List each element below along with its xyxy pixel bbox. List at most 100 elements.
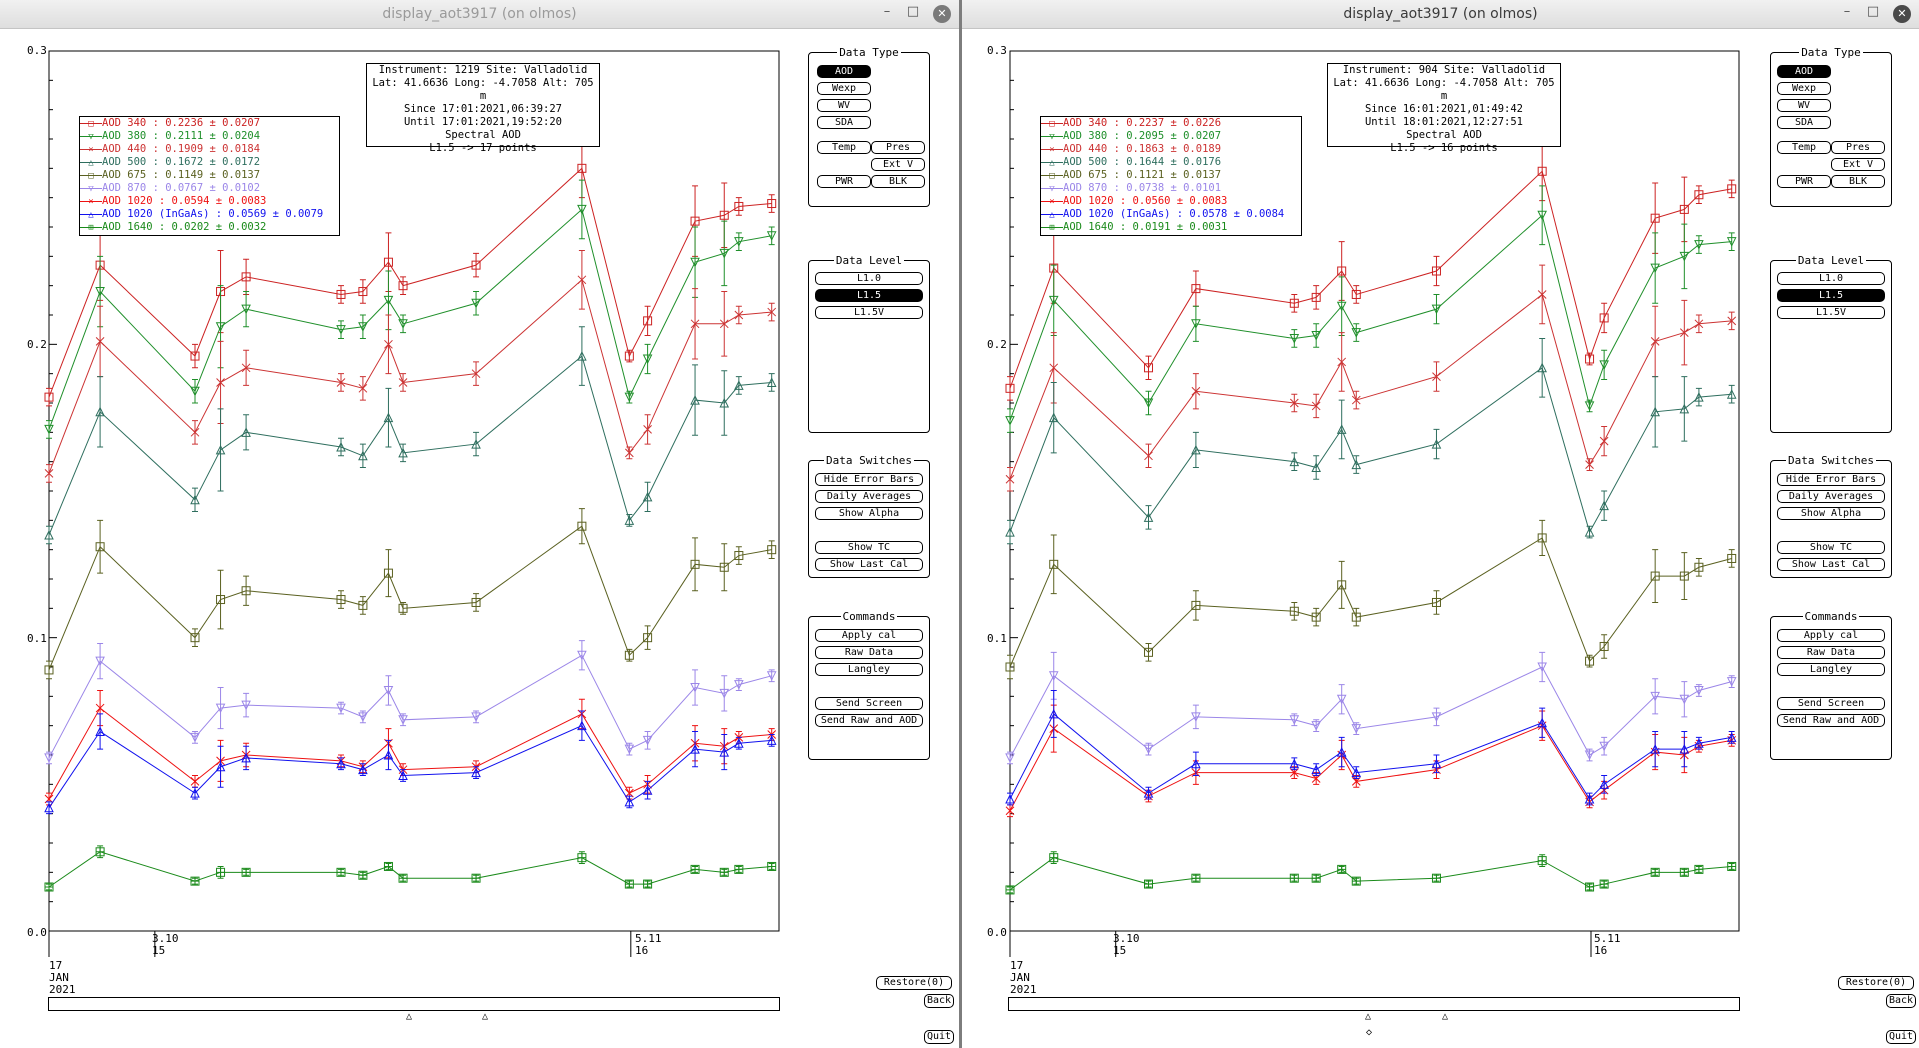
error-bar <box>1291 293 1298 313</box>
data-point <box>719 688 730 699</box>
timeline-marker[interactable]: △ <box>1365 1011 1372 1022</box>
timeline-marker[interactable]: △ <box>482 1011 489 1022</box>
error-bar <box>1433 255 1440 287</box>
data-point <box>1005 474 1015 484</box>
data-point <box>1005 793 1015 804</box>
ext-v-button[interactable]: Ext V <box>1831 158 1885 171</box>
maximize-button[interactable]: □ <box>906 4 920 19</box>
maximize-button[interactable]: □ <box>1866 4 1880 19</box>
send-raw-and-aod-button[interactable]: Send Raw and AOD <box>1777 714 1885 727</box>
apply-cal-button[interactable]: Apply cal <box>1777 629 1885 642</box>
level-l10-button[interactable]: L1.0 <box>1777 272 1885 285</box>
level-l15-button[interactable]: L1.5 <box>1777 289 1885 302</box>
send-screen-button[interactable]: Send Screen <box>1777 697 1885 710</box>
pres-button[interactable]: Pres <box>871 141 925 154</box>
blk-button[interactable]: BLK <box>871 175 925 188</box>
series-line <box>48 725 772 809</box>
temp-button[interactable]: Temp <box>1777 141 1831 154</box>
send-screen-button[interactable]: Send Screen <box>815 697 923 710</box>
error-bar <box>1601 490 1608 521</box>
aod-button[interactable]: AOD <box>1777 65 1831 78</box>
close-button[interactable]: ✕ <box>933 5 951 23</box>
quit-button[interactable]: Quit <box>924 1030 954 1044</box>
hide-error-bars-button[interactable]: Hide Error Bars <box>815 473 923 486</box>
daily-averages-button[interactable]: Daily Averages <box>1777 490 1885 503</box>
error-bar <box>359 279 366 304</box>
error-bar <box>1695 235 1702 254</box>
pres-button[interactable]: Pres <box>1831 141 1885 154</box>
send-raw-and-aod-button[interactable]: Send Raw and AOD <box>815 714 923 727</box>
raw-data-button[interactable]: Raw Data <box>815 646 923 659</box>
data-point <box>624 650 634 660</box>
current-position-marker[interactable]: ◇ <box>1366 1027 1373 1038</box>
hide-error-bars-button[interactable]: Hide Error Bars <box>1777 473 1885 486</box>
show-tc-button[interactable]: Show TC <box>815 541 923 554</box>
restore-button[interactable]: Restore(0) <box>876 976 952 990</box>
temp-button[interactable]: Temp <box>817 141 871 154</box>
data-point <box>471 873 481 883</box>
data-point <box>398 715 408 725</box>
back-button[interactable]: Back <box>1886 994 1916 1008</box>
show-last-cal-button[interactable]: Show Last Cal <box>815 558 923 571</box>
error-bar <box>97 713 104 750</box>
error-bar <box>1601 634 1608 659</box>
aod-button[interactable]: AOD <box>817 65 871 78</box>
show-tc-button[interactable]: Show TC <box>1777 541 1885 554</box>
legend-marker-glyph: □ <box>88 171 94 181</box>
wexp-button[interactable]: Wexp <box>817 82 871 95</box>
title-bar[interactable]: display_aot3917 (on olmos) – □ ✕ <box>962 0 1919 29</box>
data-point <box>383 295 394 306</box>
close-button[interactable]: ✕ <box>1893 5 1911 23</box>
error-bar <box>338 285 344 304</box>
legend-marker-icon: ▽ <box>80 182 102 196</box>
data-point-cross <box>577 853 586 862</box>
error-bar <box>217 745 224 788</box>
daily-averages-button[interactable]: Daily Averages <box>815 490 923 503</box>
time-navigator[interactable] <box>1008 997 1740 1011</box>
pwr-button[interactable]: PWR <box>817 175 871 188</box>
data-point <box>624 392 635 403</box>
wv-button[interactable]: WV <box>1777 99 1831 112</box>
ext-v-button[interactable]: Ext V <box>871 158 925 171</box>
timeline-marker[interactable]: △ <box>1442 1011 1449 1022</box>
error-bar <box>721 220 728 287</box>
show-alpha-button[interactable]: Show Alpha <box>815 507 923 520</box>
data-point <box>719 210 729 220</box>
back-button[interactable]: Back <box>924 994 954 1008</box>
data-point-cross <box>1727 862 1736 871</box>
show-last-cal-button[interactable]: Show Last Cal <box>1777 558 1885 571</box>
title-bar[interactable]: display_aot3917 (on olmos) – □ ✕ <box>0 0 959 29</box>
minimize-button[interactable]: – <box>883 4 891 19</box>
quit-button[interactable]: Quit <box>1886 1030 1916 1044</box>
legend-marker-glyph: ▽ <box>88 132 94 142</box>
langley-button[interactable]: Langley <box>1777 663 1885 676</box>
data-point <box>95 406 105 417</box>
error-bar <box>217 687 224 730</box>
sda-button[interactable]: SDA <box>817 116 871 129</box>
level-l15v-button[interactable]: L1.5V <box>1777 306 1885 319</box>
wv-button[interactable]: WV <box>817 99 871 112</box>
pwr-button[interactable]: PWR <box>1777 175 1831 188</box>
data-point <box>577 204 587 215</box>
sda-button[interactable]: SDA <box>1777 116 1831 129</box>
level-l15v-button[interactable]: L1.5V <box>815 306 923 319</box>
time-navigator[interactable] <box>48 997 780 1011</box>
data-point <box>1144 363 1154 373</box>
show-alpha-button[interactable]: Show Alpha <box>1777 507 1885 520</box>
legend-entry: □ AOD 340 : 0.2237 ± 0.0226 <box>1041 117 1301 130</box>
apply-cal-button[interactable]: Apply cal <box>815 629 923 642</box>
wexp-button[interactable]: Wexp <box>1777 82 1831 95</box>
raw-data-button[interactable]: Raw Data <box>1777 646 1885 659</box>
data-point <box>1048 671 1059 681</box>
data-point <box>1005 662 1015 672</box>
level-l10-button[interactable]: L1.0 <box>815 272 923 285</box>
minimize-button[interactable]: – <box>1843 4 1851 19</box>
langley-button[interactable]: Langley <box>815 663 923 676</box>
timeline-marker[interactable]: △ <box>406 1011 413 1022</box>
level-l15-button[interactable]: L1.5 <box>815 289 923 302</box>
blk-button[interactable]: BLK <box>1831 175 1885 188</box>
data-point <box>44 392 54 402</box>
data-point <box>1650 337 1660 346</box>
restore-button[interactable]: Restore(0) <box>1838 976 1914 990</box>
data-point <box>1336 694 1347 705</box>
